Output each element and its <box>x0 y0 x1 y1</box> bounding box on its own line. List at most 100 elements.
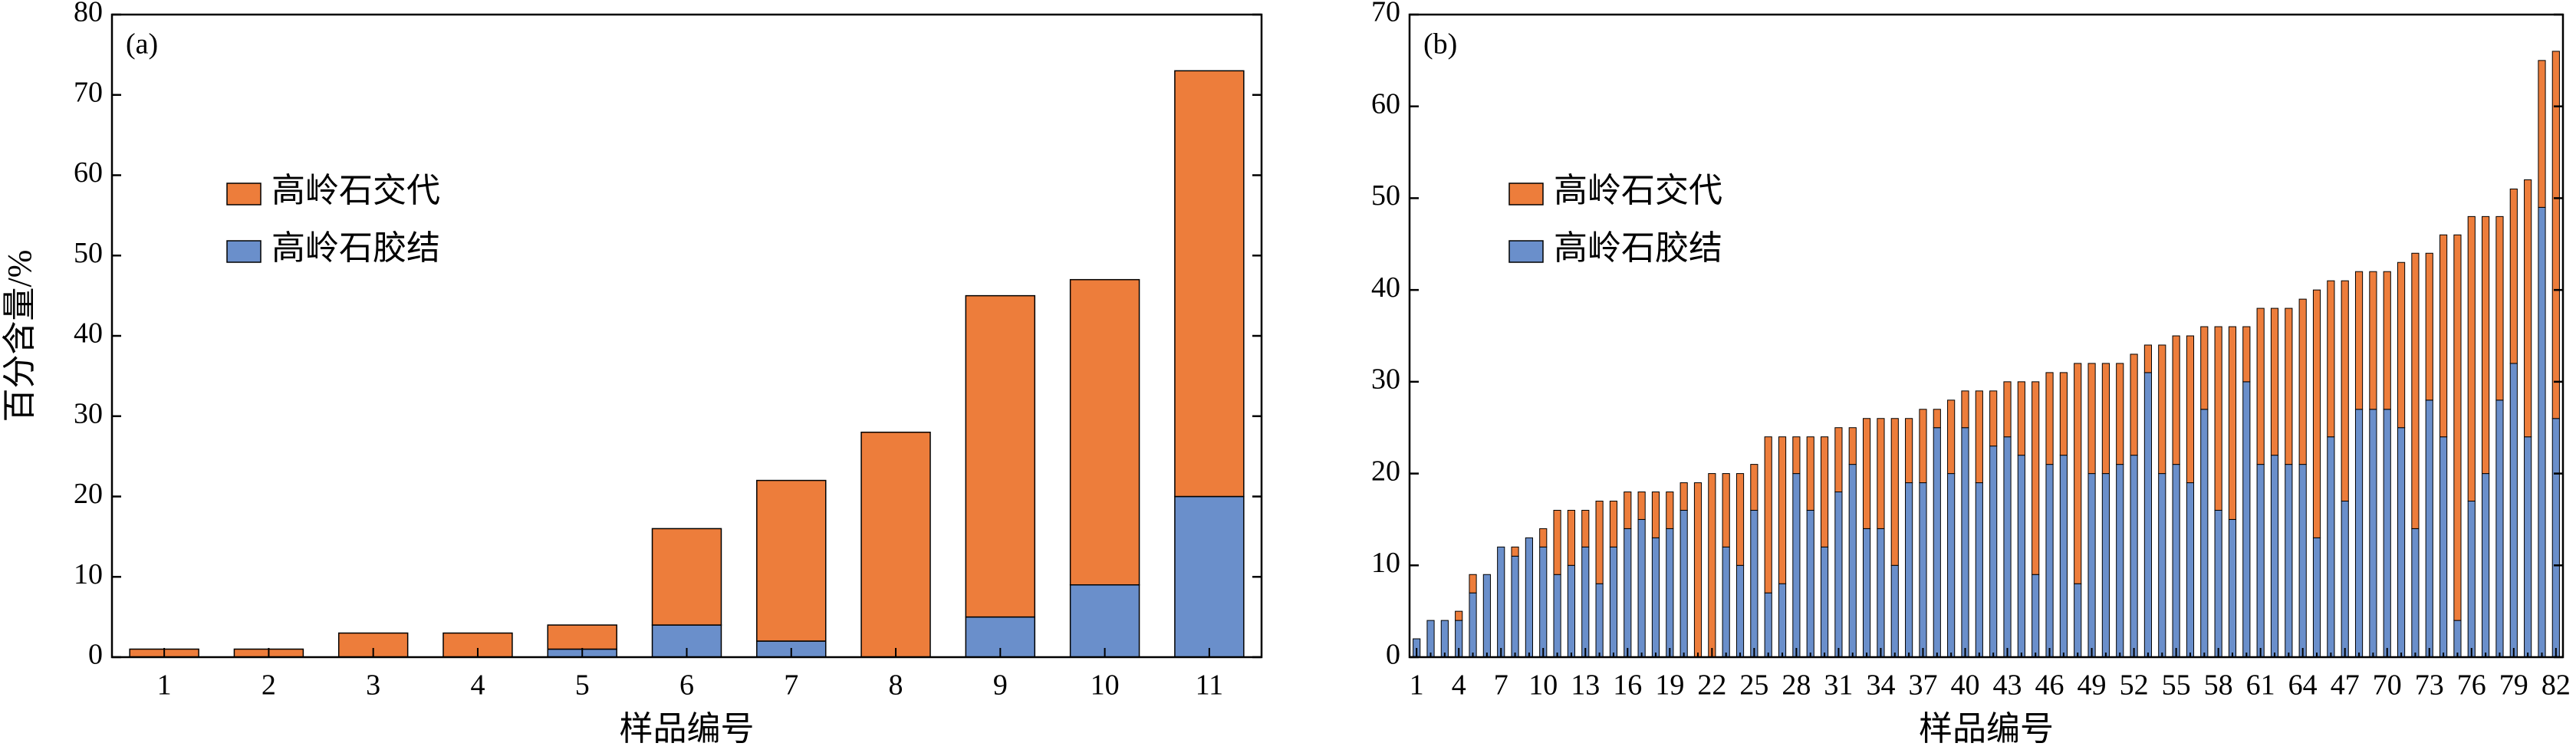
bar-segment <box>1595 500 1604 584</box>
bar-segment <box>2059 372 2068 456</box>
bar-segment <box>1693 482 1703 658</box>
bar-segment <box>1722 546 1730 658</box>
bar-segment <box>1947 473 1956 658</box>
bar-segment <box>1637 492 1646 520</box>
bar-segment <box>2453 620 2462 658</box>
bar-segment <box>1863 418 1871 529</box>
bar-segment <box>2285 307 2293 465</box>
plot-frame <box>1408 13 2564 659</box>
legend-label: 高岭石胶结 <box>271 229 440 267</box>
bar-segment <box>2354 409 2364 658</box>
bar-segment <box>2341 500 2349 658</box>
bar-segment <box>2101 363 2110 475</box>
bar-segment <box>860 431 931 658</box>
bar-segment <box>2495 215 2504 401</box>
bar-segment <box>2228 326 2237 520</box>
y-tick-label: 10 <box>1371 547 1400 579</box>
bar-segment <box>1905 482 1913 658</box>
bar-segment <box>756 479 827 642</box>
bar-segment <box>2397 427 2406 658</box>
y-tick-label: 20 <box>1371 455 1400 487</box>
y-tick-label: 0 <box>1386 639 1400 671</box>
x-tick-label: 70 <box>2373 669 2402 702</box>
x-tick-label: 2 <box>262 669 276 702</box>
bar-segment <box>1806 436 1814 511</box>
bar-segment <box>2411 252 2420 529</box>
x-tick-label: 28 <box>1781 669 1811 702</box>
x-tick-label: 11 <box>1196 669 1224 702</box>
bar-segment <box>2074 363 2082 584</box>
bar-segment <box>1778 436 1787 584</box>
bar-segment <box>2467 500 2476 658</box>
y-tick-label: 60 <box>74 156 103 189</box>
bar-segment <box>1735 564 1745 658</box>
bar-segment <box>2495 400 2504 658</box>
bar-segment <box>1989 390 1998 447</box>
bar-segment <box>1624 528 1632 658</box>
bar-segment <box>2270 307 2279 456</box>
bar-segment <box>2482 215 2490 475</box>
bar-segment <box>2538 206 2546 658</box>
legend-swatch <box>1508 240 1544 263</box>
bar-segment <box>2242 326 2251 383</box>
bar-segment <box>1609 500 1618 547</box>
bar-segment <box>1792 436 1801 475</box>
bar-segment <box>2256 307 2265 465</box>
y-tick-label: 80 <box>74 0 103 28</box>
bar-segment <box>1637 518 1646 658</box>
bar-segment <box>2087 473 2096 658</box>
bar-segment <box>2130 353 2138 456</box>
bar-segment <box>2172 464 2180 658</box>
x-tick-label: 64 <box>2288 669 2318 702</box>
y-tick-label: 0 <box>88 639 103 671</box>
x-tick-label: 13 <box>1571 669 1600 702</box>
bar-segment <box>1553 509 1561 575</box>
bar-segment <box>2045 372 2054 465</box>
bar-segment <box>1708 473 1716 658</box>
bar-segment <box>1539 528 1548 547</box>
bar-segment <box>2143 372 2153 658</box>
bar-segment <box>2285 464 2293 658</box>
bar-segment <box>2397 261 2406 429</box>
x-tick-label: 47 <box>2331 669 2360 702</box>
x-tick-label: 8 <box>889 669 903 702</box>
bar-segment <box>1539 546 1548 658</box>
bar-segment <box>1581 509 1590 547</box>
bar-segment <box>2327 436 2335 658</box>
bar-segment <box>2186 482 2195 658</box>
bar-segment <box>2074 583 2082 658</box>
bar-segment <box>2200 326 2209 410</box>
x-tick-label: 3 <box>366 669 380 702</box>
x-tick-label: 55 <box>2162 669 2191 702</box>
bar-segment <box>2214 509 2222 658</box>
bar-segment <box>2256 464 2265 658</box>
x-tick-label: 1 <box>1410 669 1424 702</box>
bar-segment <box>1961 427 1969 658</box>
bar-segment <box>2032 381 2040 575</box>
bar-segment <box>2298 464 2307 658</box>
bar-segment <box>2383 271 2391 410</box>
x-tick-label: 7 <box>1494 669 1508 702</box>
x-tick-label: 22 <box>1697 669 1726 702</box>
bar-segment <box>2312 537 2321 658</box>
bar-segment <box>2354 271 2364 410</box>
bar-segment <box>1069 278 1140 586</box>
bar-segment <box>2045 464 2054 658</box>
bar-segment <box>1511 546 1519 557</box>
bar-segment <box>2032 574 2040 658</box>
bar-segment <box>2116 464 2124 658</box>
bar-segment <box>2524 436 2532 658</box>
x-tick-label: 6 <box>679 669 694 702</box>
bar-segment <box>1651 492 1660 538</box>
bar-segment <box>1469 592 1477 658</box>
bar-segment <box>2087 363 2096 475</box>
bar-segment <box>2551 418 2560 658</box>
bar-segment <box>1877 528 1885 658</box>
bar-segment <box>1961 390 1969 429</box>
bar-segment <box>2509 188 2518 364</box>
bar-segment <box>2003 381 2012 438</box>
bar-segment <box>2200 409 2209 658</box>
bar-segment <box>1426 620 1435 658</box>
bar-segment <box>1919 409 1927 484</box>
